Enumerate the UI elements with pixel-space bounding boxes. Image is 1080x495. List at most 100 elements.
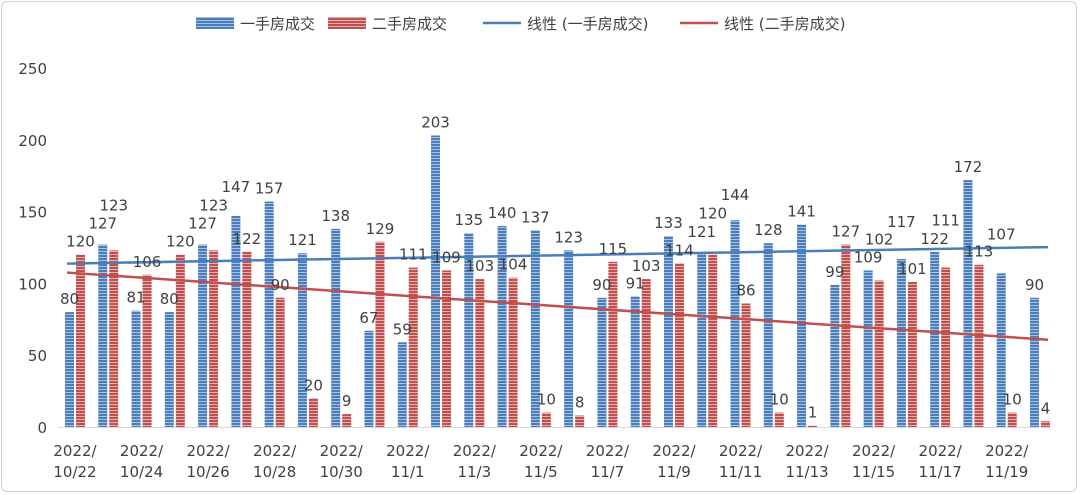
data-label: 1 xyxy=(808,404,818,422)
data-label: 113 xyxy=(965,243,994,261)
data-label: 104 xyxy=(499,256,528,274)
data-label: 135 xyxy=(454,211,483,229)
data-label: 123 xyxy=(199,196,228,214)
y-tick-label: 0 xyxy=(37,419,47,437)
bar-new-home xyxy=(264,201,274,427)
data-label: 203 xyxy=(421,113,450,131)
x-tick-label: 11/19 xyxy=(985,463,1028,481)
data-label: 147 xyxy=(222,178,251,196)
data-label: 20 xyxy=(304,376,323,394)
data-label: 133 xyxy=(654,214,683,232)
bar-new-home xyxy=(930,251,940,427)
data-label: 90 xyxy=(592,276,611,294)
x-tick-label: 10/30 xyxy=(320,463,363,481)
bar-new-home xyxy=(65,312,74,427)
bar-new-home xyxy=(630,296,640,427)
x-tick-label: 2022/ xyxy=(652,442,696,460)
x-tick-label: 2022/ xyxy=(919,442,963,460)
bar-new-home xyxy=(564,250,574,427)
x-tick-label: 2022/ xyxy=(586,442,630,460)
y-tick-label: 200 xyxy=(18,132,47,150)
legend-label: 二手房成交 xyxy=(372,15,447,33)
bar-resale xyxy=(941,267,951,427)
y-tick-label: 100 xyxy=(18,275,47,293)
bar-new-home xyxy=(198,244,208,427)
x-tick-label: 2022/ xyxy=(253,442,297,460)
bar-resale xyxy=(76,254,85,427)
data-label: 9 xyxy=(342,392,352,410)
data-label: 137 xyxy=(521,208,550,226)
x-tick-label: 2022/ xyxy=(120,442,164,460)
bar-new-home xyxy=(863,270,873,427)
data-label: 114 xyxy=(665,241,694,259)
data-label: 123 xyxy=(99,196,128,214)
bar-resale xyxy=(907,281,917,427)
bar-new-home xyxy=(663,236,673,427)
x-tick-label: 2022/ xyxy=(985,442,1029,460)
data-label: 103 xyxy=(465,257,494,275)
data-label: 10 xyxy=(537,391,556,409)
x-tick-label: 10/28 xyxy=(253,463,296,481)
x-tick-label: 11/13 xyxy=(785,463,828,481)
x-tick-label: 11/17 xyxy=(919,463,962,481)
data-label: 141 xyxy=(787,203,816,221)
legend-label: 线性 (二手房成交) xyxy=(724,15,845,33)
x-tick-label: 11/1 xyxy=(391,463,425,481)
bar-resale xyxy=(1041,421,1050,427)
bar-resale xyxy=(375,241,385,427)
bar-resale xyxy=(808,425,818,427)
bar-resale xyxy=(674,263,684,427)
data-label: 117 xyxy=(887,213,916,231)
bar-resale xyxy=(575,415,585,427)
data-label: 129 xyxy=(366,220,395,238)
bar-resale xyxy=(275,297,285,427)
data-label: 120 xyxy=(166,233,195,251)
bar-new-home xyxy=(996,273,1006,427)
bar-resale xyxy=(475,279,485,427)
bar-resale xyxy=(974,264,984,427)
data-label: 157 xyxy=(255,180,284,198)
bar-new-home xyxy=(364,330,374,427)
data-label: 144 xyxy=(721,186,750,204)
x-axis: 2022/10/22 2022/10/24 2022/10/26 2022/10/28… xyxy=(53,442,1029,481)
data-label: 90 xyxy=(1025,276,1044,294)
bar-resale xyxy=(242,251,252,427)
legend-swatch xyxy=(328,17,366,29)
x-tick-label: 11/5 xyxy=(524,463,558,481)
bar-resale xyxy=(308,398,318,427)
data-label: 90 xyxy=(271,276,290,294)
data-label: 172 xyxy=(954,158,983,176)
trendline xyxy=(66,245,1049,265)
bar-resale xyxy=(774,412,784,427)
data-label: 121 xyxy=(288,231,317,249)
bar-new-home xyxy=(98,244,108,427)
x-tick-label: 11/9 xyxy=(657,463,691,481)
legend-swatch xyxy=(196,17,234,29)
bar-new-home xyxy=(297,253,307,427)
bar-resale xyxy=(641,279,651,427)
data-label: 101 xyxy=(898,260,927,278)
bar-new-home xyxy=(164,312,174,427)
bar-new-home xyxy=(397,342,407,427)
bar-resale xyxy=(408,267,418,427)
data-label: 106 xyxy=(133,253,162,271)
bar-new-home xyxy=(730,220,740,427)
data-label: 91 xyxy=(626,274,645,292)
data-label: 123 xyxy=(554,228,583,246)
y-tick-label: 150 xyxy=(18,204,47,222)
bar-new-home xyxy=(431,135,441,427)
bar-new-home xyxy=(797,224,807,427)
data-label: 109 xyxy=(854,248,883,266)
data-label: 121 xyxy=(687,223,716,241)
x-tick-label: 10/26 xyxy=(186,463,229,481)
data-label: 80 xyxy=(60,290,79,308)
bar-new-home xyxy=(763,243,773,427)
bar-new-home xyxy=(896,258,906,427)
x-tick-label: 10/24 xyxy=(120,463,163,481)
x-tick-label: 11/7 xyxy=(591,463,625,481)
y-tick-label: 50 xyxy=(28,347,47,365)
bar-new-home xyxy=(231,215,241,427)
data-label: 81 xyxy=(127,289,146,307)
data-label: 128 xyxy=(754,221,783,239)
